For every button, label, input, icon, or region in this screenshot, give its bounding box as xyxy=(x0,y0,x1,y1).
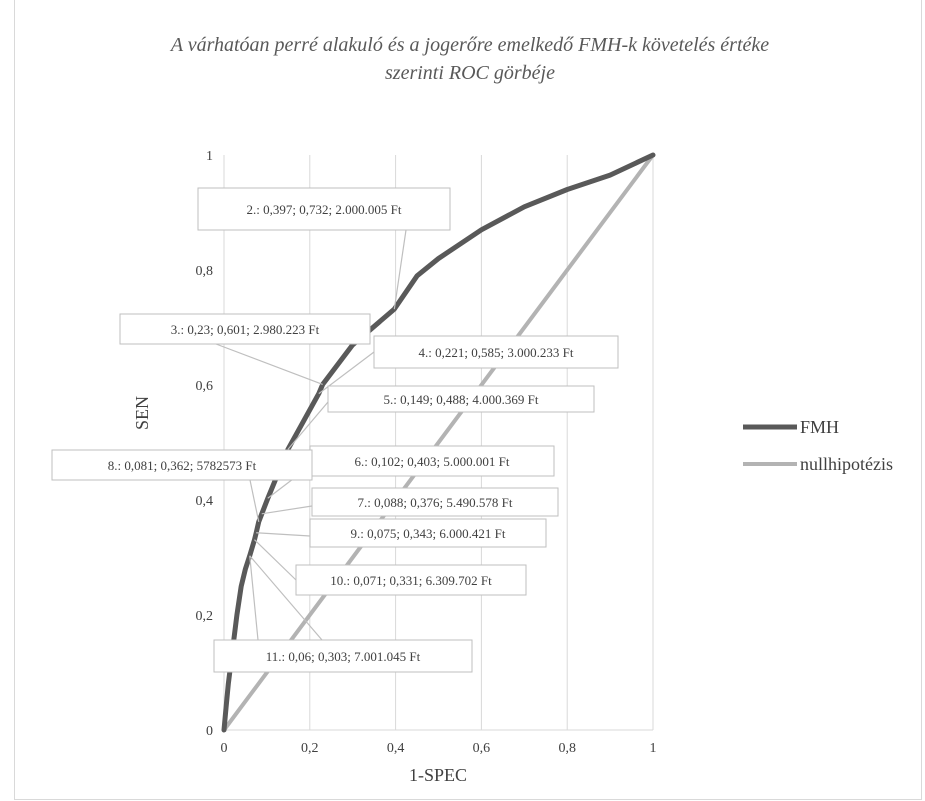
callout-label: 5.: 0,149; 0,488; 4.000.369 Ft xyxy=(384,392,539,407)
series-line-nullhipotezis xyxy=(222,153,655,732)
y-tick-label: 0 xyxy=(206,724,213,739)
callout-leader xyxy=(249,555,259,641)
legend-label-fmh: FMH xyxy=(800,417,839,437)
callout-leader xyxy=(249,479,260,522)
y-tick-label: 1 xyxy=(206,149,213,164)
x-axis-title: 1-SPEC xyxy=(409,765,467,785)
callout-label: 11.: 0,06; 0,303; 7.001.045 Ft xyxy=(266,649,421,664)
callout-leader xyxy=(287,401,329,450)
callout-box xyxy=(327,385,595,413)
callout-leader xyxy=(261,505,313,515)
callout-box xyxy=(311,487,559,517)
x-tick-label: 0,8 xyxy=(558,741,576,756)
callout-leader xyxy=(215,343,323,385)
chart-title-line-1: A várhatóan perré alakuló és a jogerőre … xyxy=(169,34,769,56)
chart-title: A várhatóan perré alakuló és a jogerőre … xyxy=(169,34,769,84)
callout-box xyxy=(51,449,313,481)
callout-box xyxy=(197,187,451,231)
y-tick-label: 0,6 xyxy=(196,379,214,394)
callout-box xyxy=(119,313,371,345)
x-tick-label: 0,4 xyxy=(387,741,405,756)
callout-box xyxy=(373,335,619,369)
y-tick-label: 0,8 xyxy=(196,264,214,279)
legend-label-nullhipotezis: nullhipotézis xyxy=(800,454,893,474)
callout-label: 9.: 0,075; 0,343; 6.000.421 Ft xyxy=(351,526,506,541)
callout-label: 6.: 0,102; 0,403; 5.000.001 Ft xyxy=(355,454,510,469)
callout-box xyxy=(309,518,547,548)
y-axis-title: SEN xyxy=(132,396,152,430)
callout-leader xyxy=(256,532,311,537)
callout-label: 10.: 0,071; 0,331; 6.309.702 Ft xyxy=(330,573,492,588)
callout-label: 7.: 0,088; 0,376; 5.490.578 Ft xyxy=(358,495,513,510)
callout-label: 8.: 0,081; 0,362; 5782573 Ft xyxy=(108,458,257,473)
callout-leader xyxy=(393,229,407,310)
callout-box xyxy=(213,639,473,673)
callout-label: 2.: 0,397; 0,732; 2.000.005 Ft xyxy=(247,202,402,217)
chart-title-line-2: szerinti ROC görbéje xyxy=(385,62,555,84)
callout-leader xyxy=(249,555,323,641)
x-tick-label: 0,6 xyxy=(473,741,491,756)
x-tick-label: 0,2 xyxy=(301,741,319,756)
callout-leader xyxy=(254,539,297,581)
x-tick-label: 0 xyxy=(221,741,228,756)
callout-label: 4.: 0,221; 0,585; 3.000.233 Ft xyxy=(419,345,574,360)
callout-box xyxy=(309,445,555,477)
callout-labels: 2.: 0,397; 0,732; 2.000.005 Ft 3.: 0,23; … xyxy=(51,187,619,673)
grid-lines xyxy=(309,155,654,730)
callout-box xyxy=(295,564,527,596)
legend: FMH nullhipotézis xyxy=(743,417,893,474)
x-tick-label: 1 xyxy=(650,741,657,756)
y-tick-label: 0,2 xyxy=(196,609,214,624)
y-tick-label: 0,4 xyxy=(196,494,214,509)
axes: 0 0,2 0,4 0,6 0,8 1 0 0,2 0,4 0,6 0,8 1 xyxy=(196,149,657,756)
callout-label: 3.: 0,23; 0,601; 2.980.223 Ft xyxy=(171,322,320,337)
